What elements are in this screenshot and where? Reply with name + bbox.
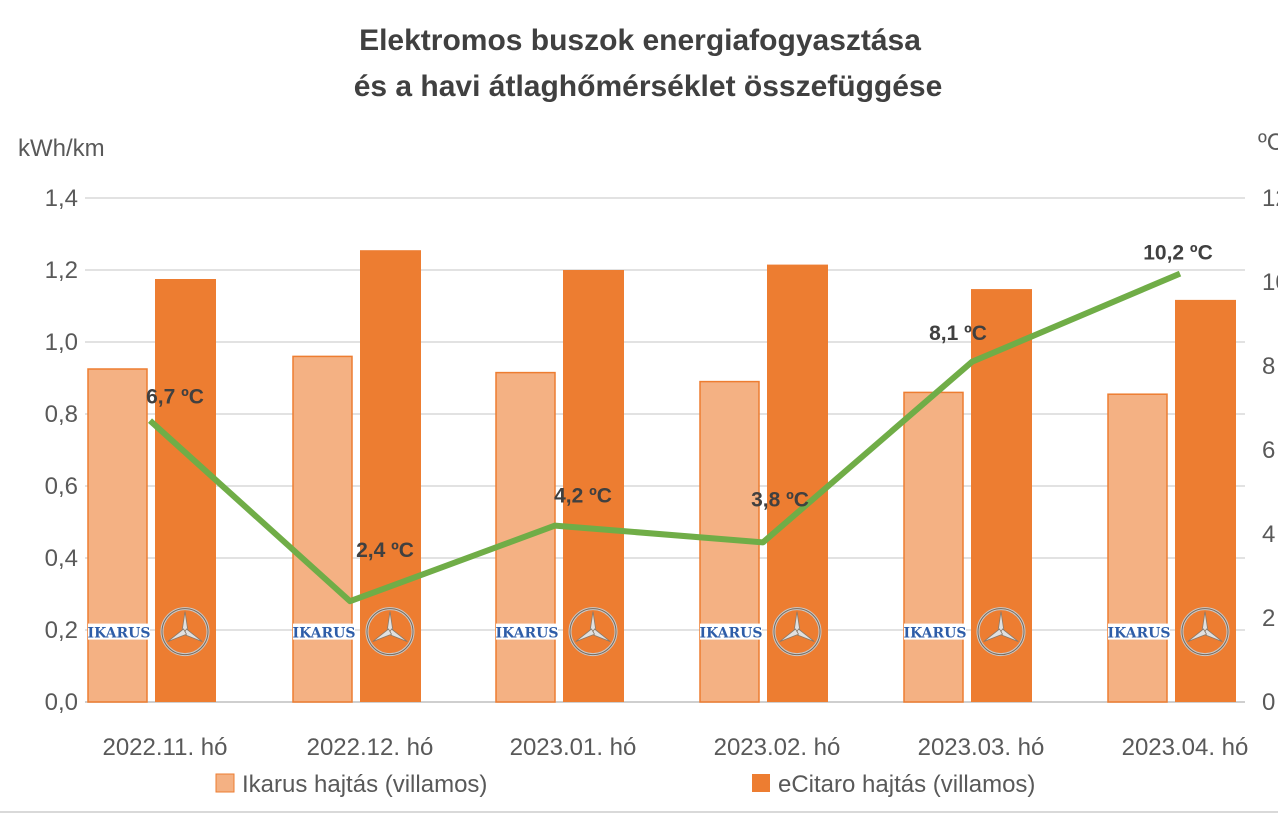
ikarus-logo: IKARUS	[904, 623, 967, 642]
bar-ikarus	[292, 355, 353, 703]
bar-ikarus	[87, 368, 148, 703]
y2-tick-label: 6	[1262, 437, 1275, 464]
mercedes-star-icon	[772, 607, 822, 657]
x-tick-label: 2023.01. hó	[510, 734, 637, 761]
y-tick-label: 0,6	[45, 473, 78, 500]
y-tick-label: 1,4	[45, 185, 78, 212]
mercedes-star-icon	[568, 607, 618, 657]
temperature-data-label: 2,4 ºC	[356, 539, 414, 562]
mercedes-star-icon	[1180, 607, 1230, 657]
svg-text:IKARUS: IKARUS	[700, 626, 763, 642]
legend-label-ecitaro: eCitaro hajtás (villamos)	[778, 771, 1035, 798]
y-axis-label: kWh/km	[18, 135, 105, 162]
temperature-data-label: 8,1 ºC	[929, 322, 987, 345]
legend-swatch-ikarus	[215, 773, 235, 793]
chart-title-line-2: és a havi átlaghőmérséklet összefüggése	[354, 70, 943, 103]
svg-text:IKARUS: IKARUS	[496, 626, 559, 642]
ikarus-logo: IKARUS	[496, 623, 559, 642]
svg-text:IKARUS: IKARUS	[293, 626, 356, 642]
x-tick-label: 2023.04. hó	[1122, 734, 1249, 761]
y2-tick-label: 10	[1262, 269, 1278, 296]
bar-ikarus	[1107, 393, 1168, 703]
x-tick-label: 2023.02. hó	[714, 734, 841, 761]
temperature-data-label: 10,2 ºC	[1143, 242, 1213, 265]
temperature-data-label: 6,7 ºC	[146, 386, 204, 409]
bar-ikarus	[903, 391, 964, 703]
ikarus-logo: IKARUS	[88, 623, 151, 642]
temperature-data-label: 3,8 ºC	[751, 488, 809, 511]
y-tick-label: 1,0	[45, 329, 78, 356]
chart-title-line-1: Elektromos buszok energiafogyasztása	[359, 24, 921, 57]
mercedes-star-icon	[365, 607, 415, 657]
temperature-line	[147, 270, 1182, 605]
y2-tick-label: 2	[1262, 605, 1275, 632]
y2-tick-label: 8	[1262, 353, 1275, 380]
y-tick-label: 0,8	[45, 401, 78, 428]
mercedes-star-icon	[976, 607, 1026, 657]
y2-tick-label: 0	[1262, 689, 1275, 716]
y-tick-label: 0,0	[45, 689, 78, 716]
svg-text:IKARUS: IKARUS	[1108, 626, 1171, 642]
y-tick-label: 1,2	[45, 257, 78, 284]
ikarus-logo: IKARUS	[293, 623, 356, 642]
temperature-data-label: 4,2 ºC	[554, 485, 612, 508]
x-tick-label: 2022.11. hó	[102, 734, 227, 761]
y2-axis-label: ºC	[1258, 129, 1278, 156]
legend-label-ikarus: Ikarus hajtás (villamos)	[242, 771, 487, 798]
svg-text:IKARUS: IKARUS	[904, 626, 967, 642]
y-tick-label: 0,4	[45, 545, 78, 572]
y2-tick-label: 12	[1262, 185, 1278, 212]
svg-text:IKARUS: IKARUS	[88, 626, 151, 642]
mercedes-star-icon	[160, 607, 210, 657]
y-tick-label: 0,2	[45, 617, 78, 644]
x-tick-label: 2022.12. hó	[307, 734, 434, 761]
legend-swatch-ecitaro	[752, 774, 770, 792]
ikarus-logo: IKARUS	[700, 623, 763, 642]
y2-tick-label: 4	[1262, 521, 1275, 548]
x-tick-label: 2023.03. hó	[918, 734, 1045, 761]
ikarus-logo: IKARUS	[1108, 623, 1171, 642]
